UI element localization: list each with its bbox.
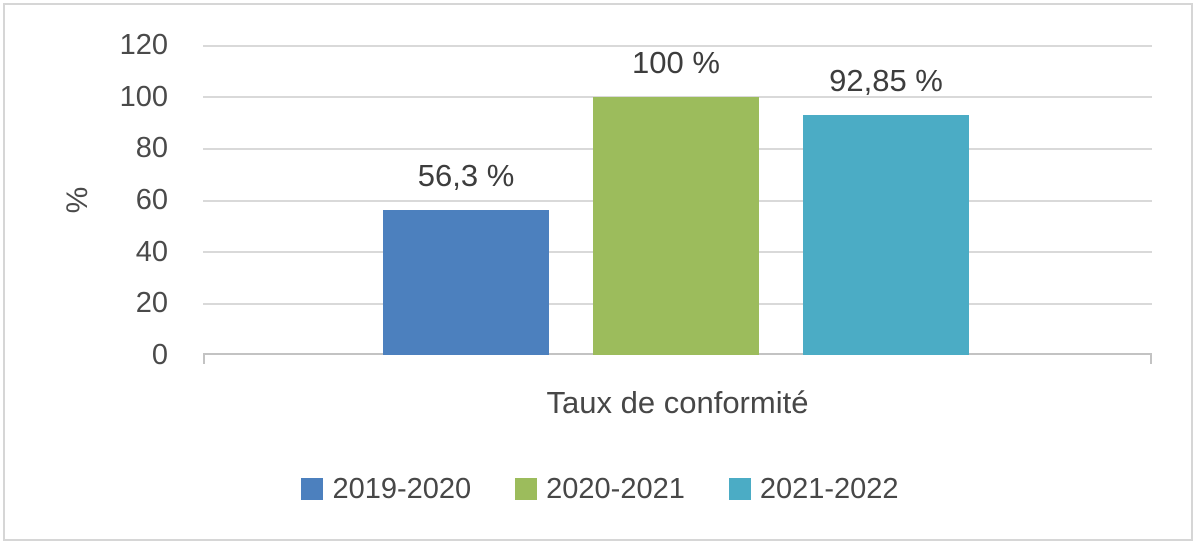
y-tick-label-80: 80 bbox=[135, 132, 168, 164]
legend: 2019-2020 2020-2021 2021-2022 bbox=[0, 471, 1200, 507]
legend-item-2019-2020[interactable]: 2019-2020 bbox=[301, 471, 471, 507]
legend-label-2020-2021: 2020-2021 bbox=[546, 473, 685, 505]
legend-item-2021-2022[interactable]: 2021-2022 bbox=[728, 471, 899, 507]
bar-column-2021-2022: 92,85 % bbox=[803, 45, 969, 355]
axis-end-tick-right bbox=[1150, 355, 1152, 364]
legend-swatch-icon-2020-2021 bbox=[515, 478, 538, 500]
bar-column-2020-2021: 100 % bbox=[593, 45, 759, 355]
legend-label-2021-2022: 2021-2022 bbox=[759, 473, 899, 505]
y-tick-label-20: 20 bbox=[135, 287, 168, 319]
bar-2019-2020[interactable] bbox=[383, 210, 549, 355]
axis-end-tick-left bbox=[203, 355, 205, 364]
y-tick-label-120: 120 bbox=[119, 29, 168, 61]
bar-data-label-2019-2020: 56,3 % bbox=[417, 158, 515, 193]
bar-data-label-2020-2021: 100 % bbox=[632, 45, 720, 80]
y-tick-label-0: 0 bbox=[151, 339, 168, 371]
y-tick-label-100: 100 bbox=[119, 81, 168, 113]
plot-area: 56,3 % 100 % 92,85 % bbox=[203, 45, 1152, 364]
y-axis-tick-labels: 120 100 80 60 40 20 0 bbox=[58, 30, 168, 370]
legend-swatch-icon-2021-2022 bbox=[728, 478, 751, 500]
x-axis-title: Taux de conformité bbox=[546, 385, 809, 420]
legend-label-2019-2020: 2019-2020 bbox=[332, 473, 472, 505]
y-tick-label-60: 60 bbox=[135, 184, 168, 216]
legend-swatch-icon-2019-2020 bbox=[301, 478, 324, 500]
bar-data-label-2021-2022: 92,85 % bbox=[829, 63, 943, 98]
bar-2021-2022[interactable] bbox=[803, 115, 969, 355]
bar-2020-2021[interactable] bbox=[593, 97, 759, 355]
y-tick-label-40: 40 bbox=[135, 236, 168, 268]
bar-column-2019-2020: 56,3 % bbox=[383, 45, 549, 355]
legend-item-2020-2021[interactable]: 2020-2021 bbox=[515, 471, 685, 507]
gridline-120 bbox=[203, 45, 1152, 47]
